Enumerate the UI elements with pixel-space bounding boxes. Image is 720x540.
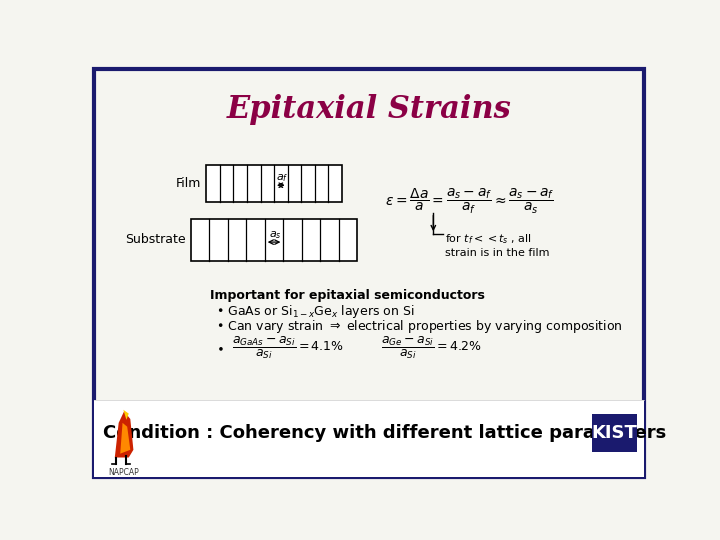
Bar — [593, 414, 637, 452]
Bar — [94, 400, 644, 477]
Bar — [191, 219, 357, 261]
Text: • GaAs or Si$_{1-x}$Ge$_x$ layers on Si: • GaAs or Si$_{1-x}$Ge$_x$ layers on Si — [216, 303, 415, 320]
Polygon shape — [120, 423, 130, 454]
Text: Substrate: Substrate — [125, 233, 186, 246]
Text: Condition : Coherency with different lattice parameters: Condition : Coherency with different lat… — [103, 424, 666, 442]
Text: $\bullet$: $\bullet$ — [216, 342, 224, 355]
Text: • Can vary strain $\Rightarrow$ electrical properties by varying composition: • Can vary strain $\Rightarrow$ electric… — [216, 318, 623, 335]
Text: Important for epitaxial semiconductors: Important for epitaxial semiconductors — [210, 289, 485, 302]
Text: for $t_f << t_s$ , all
strain is in the film: for $t_f << t_s$ , all strain is in the … — [445, 233, 549, 258]
Text: $\dfrac{a_{GaAs} - a_{Si}}{a_{Si}} = 4.1\%$: $\dfrac{a_{GaAs} - a_{Si}}{a_{Si}} = 4.1… — [232, 335, 344, 361]
Text: $\varepsilon = \dfrac{\Delta a}{a} = \dfrac{a_s - a_f}{a_f} \approx \dfrac{a_s -: $\varepsilon = \dfrac{\Delta a}{a} = \df… — [385, 187, 554, 217]
Polygon shape — [123, 410, 129, 420]
Text: $a_s$: $a_s$ — [269, 229, 282, 240]
Text: $a_f$: $a_f$ — [276, 172, 289, 184]
Text: Epitaxial Strains: Epitaxial Strains — [227, 94, 511, 125]
FancyBboxPatch shape — [94, 69, 644, 477]
Text: Film: Film — [176, 177, 202, 190]
Text: KIST: KIST — [592, 424, 638, 442]
Text: NAPCAP: NAPCAP — [109, 468, 140, 477]
Polygon shape — [114, 411, 133, 457]
Bar — [206, 165, 342, 202]
Text: $\dfrac{a_{Ge} - a_{Si}}{a_{Si}} = 4.2\%$: $\dfrac{a_{Ge} - a_{Si}}{a_{Si}} = 4.2\%… — [381, 335, 482, 361]
